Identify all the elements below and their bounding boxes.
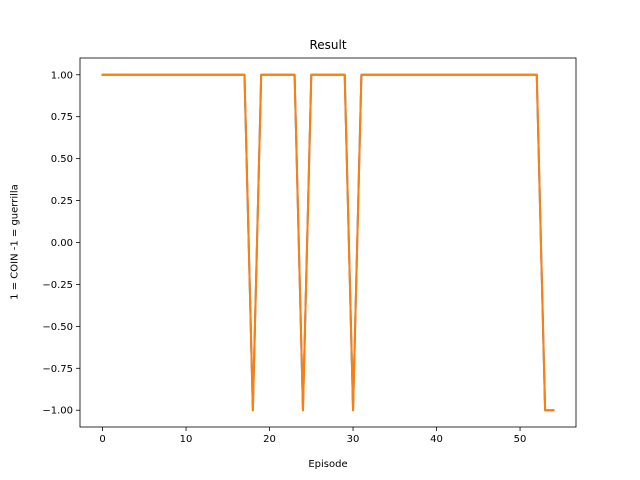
series-layer	[101, 73, 555, 412]
series-line-2	[101, 73, 555, 412]
y-tick-label: 0.25	[51, 196, 73, 207]
y-tick-label: 0.50	[51, 154, 73, 165]
y-tick-label: −0.75	[42, 364, 73, 375]
y-tick-label: −0.25	[42, 280, 73, 291]
x-axis-ticks: 0 10 20 30 40 50	[99, 427, 526, 445]
y-tick-label: −1.00	[42, 406, 73, 417]
x-tick-label: 0	[99, 434, 105, 445]
y-tick-label: 1.00	[51, 70, 73, 81]
x-tick-label: 10	[180, 434, 193, 445]
y-tick-label: 0.75	[51, 112, 73, 123]
x-tick-label: 40	[430, 434, 443, 445]
chart-title: Result	[309, 38, 346, 52]
x-tick-label: 20	[263, 434, 276, 445]
x-tick-label: 50	[514, 434, 527, 445]
y-axis-label: 1 = COIN -1 = guerrilla	[10, 184, 21, 300]
y-tick-label: 0.00	[51, 238, 73, 249]
x-tick-label: 30	[347, 434, 360, 445]
y-tick-label: −0.50	[42, 322, 73, 333]
y-axis-ticks: −1.00 −0.75 −0.50 −0.25 0.00 0.25 0.50 0.75 1.00	[42, 70, 80, 417]
x-axis-label: Episode	[308, 459, 347, 470]
